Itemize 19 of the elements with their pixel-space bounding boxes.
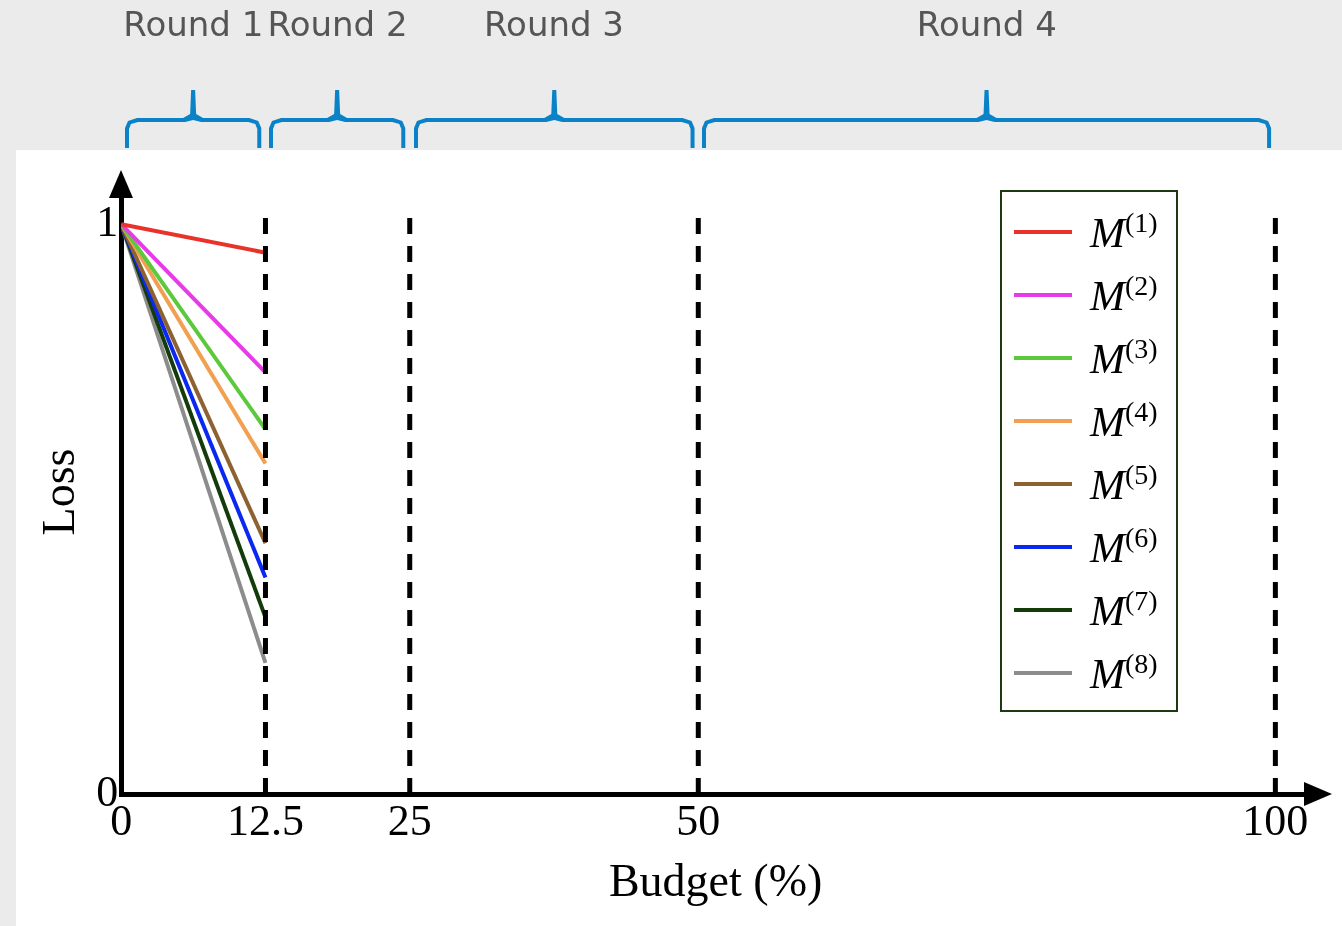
- legend-label: M$^{(4)}$: [1090, 395, 1158, 445]
- x-tick-label: 100: [1242, 795, 1309, 845]
- text: Round 3: [483, 4, 625, 44]
- legend-label: M$^{(2)}$: [1090, 269, 1158, 319]
- legend-label: M$^{(6)}$: [1090, 521, 1158, 571]
- legend-label: M$^{(3)}$: [1090, 332, 1158, 382]
- text: Round 1: [123, 4, 264, 44]
- text: Round 2: [267, 4, 408, 44]
- legend-label: M$^{(1)}$: [1090, 206, 1158, 256]
- y-axis-title: Loss: [32, 448, 84, 536]
- x-tick-label: 12.5: [226, 795, 304, 845]
- legend-label: M$^{(8)}$: [1090, 647, 1158, 697]
- text: Round 4: [916, 4, 1057, 44]
- x-tick-label: 50: [676, 795, 721, 845]
- x-axis-title: Budget (%): [608, 855, 823, 907]
- y-tick-label: 1: [96, 196, 119, 246]
- legend-label: M$^{(7)}$: [1090, 584, 1158, 634]
- x-tick-label: 25: [387, 795, 432, 845]
- legend-label: M$^{(5)}$: [1090, 458, 1158, 508]
